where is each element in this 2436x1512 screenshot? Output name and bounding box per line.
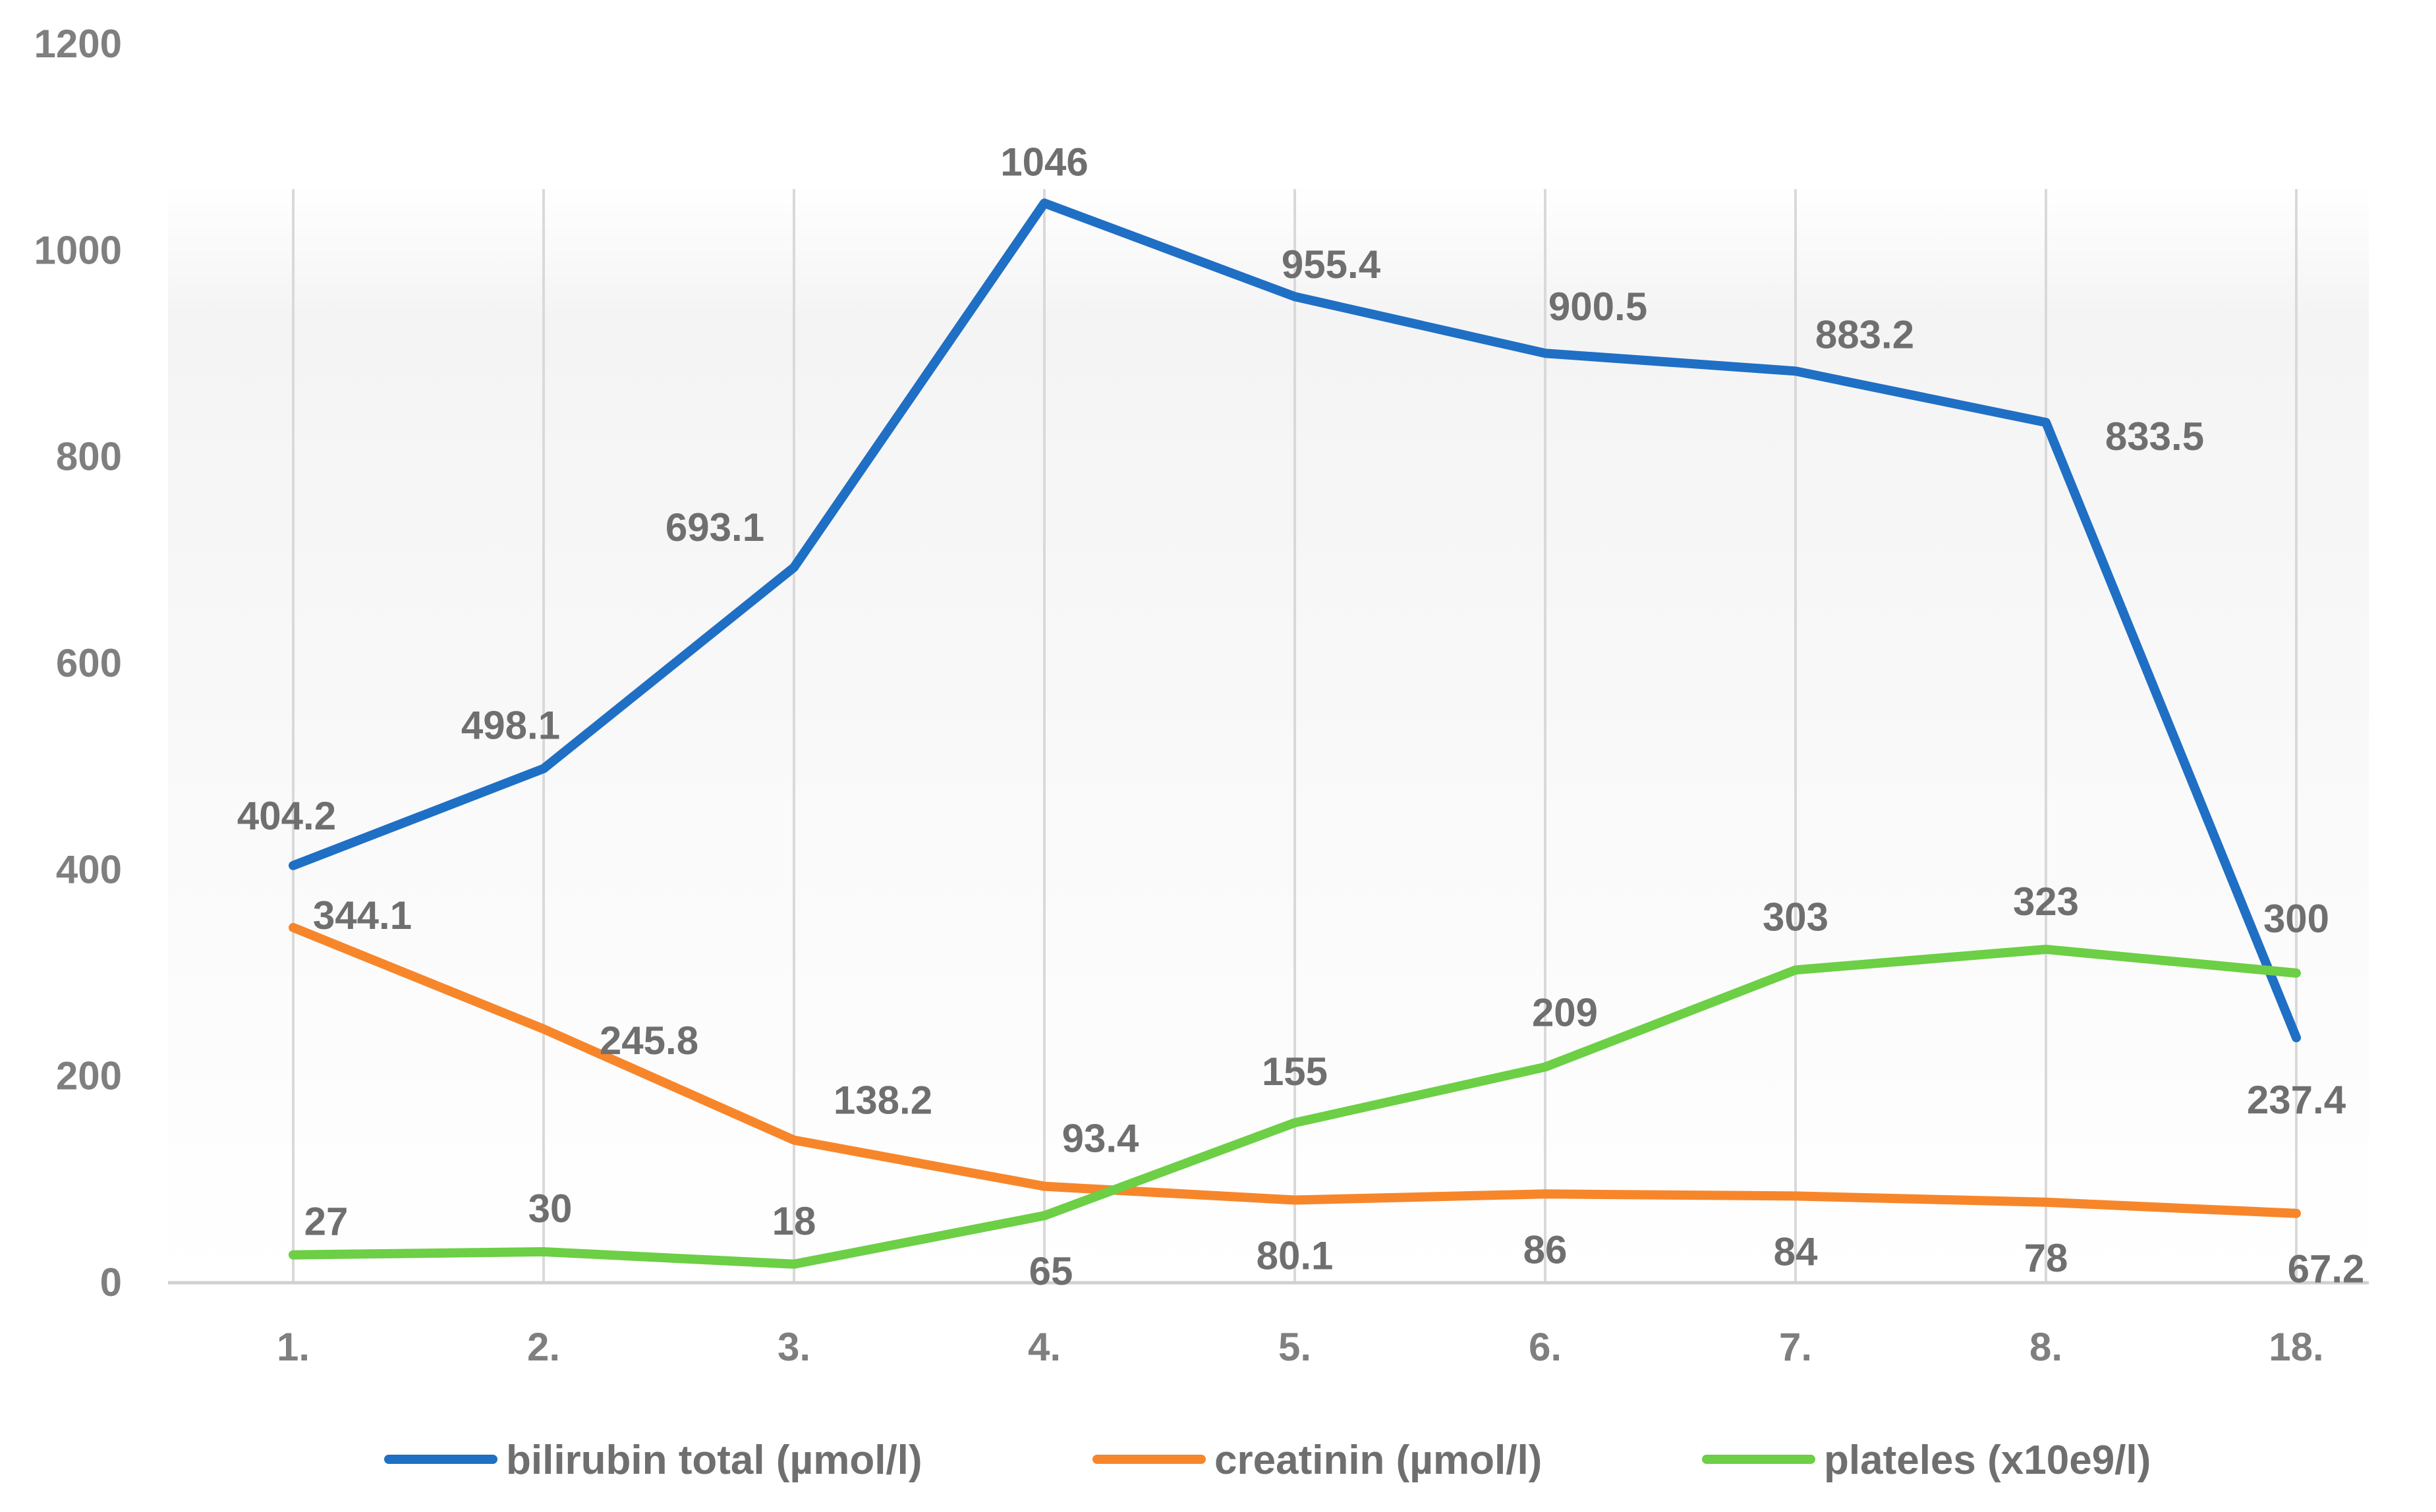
x-tick-label: 1. [277, 1325, 310, 1369]
data-label: 300 [2263, 897, 2329, 941]
data-label: 80.1 [1257, 1234, 1334, 1278]
series-line [289, 922, 2301, 1218]
data-label: 303 [1763, 895, 1828, 939]
data-label: 86 [1523, 1227, 1568, 1272]
data-label: 498.1 [461, 704, 560, 748]
data-label: 1046 [1000, 140, 1088, 184]
legend-label: creatinin (µmol/l) [1214, 1438, 1542, 1483]
series-line [289, 944, 2301, 1269]
data-label: 18 [772, 1199, 816, 1243]
data-label: 78 [2024, 1236, 2068, 1280]
data-label: 237.4 [2247, 1078, 2346, 1122]
data-label: 883.2 [1815, 312, 1914, 356]
data-label: 693.1 [666, 505, 764, 549]
legend-label: bilirubin total (µmol/l) [506, 1438, 922, 1483]
data-label: 344.1 [313, 893, 412, 938]
axes: 0 200 400 600 800 1000 1200 1. 2. 3. 4. 5. 6. 7. 8. 18. [34, 22, 2369, 1369]
y-tick-label: 600 [56, 641, 122, 685]
x-tick-label: 5. [1278, 1325, 1311, 1369]
data-label: 404.2 [237, 794, 336, 838]
x-tick-label: 4. [1028, 1325, 1061, 1369]
x-tick-label: 18. [2269, 1325, 2323, 1369]
series-lines [289, 198, 2301, 1269]
data-label: 155 [1262, 1050, 1328, 1094]
data-label: 30 [528, 1187, 573, 1231]
data-label: 245.8 [600, 1019, 698, 1063]
data-label: 900.5 [1548, 285, 1647, 329]
data-label: 833.5 [2105, 414, 2204, 459]
y-tick-label: 200 [56, 1054, 122, 1098]
data-label: 67.2 [2288, 1247, 2365, 1291]
data-labels: 404.2 498.1 693.1 1046 955.4 900.5 883.2 833.5 2… [237, 140, 2364, 1293]
y-tick-label: 1000 [34, 228, 122, 272]
data-label: 323 [2013, 880, 2079, 924]
data-label: 955.4 [1282, 242, 1381, 287]
plot-background [168, 184, 2369, 1288]
y-tick-label: 800 [56, 435, 122, 479]
grid-lines [292, 189, 2298, 1283]
x-tick-label: 6. [1529, 1325, 1562, 1369]
legend: bilirubin total (µmol/l) creatinin (µmol/… [384, 1438, 2151, 1483]
x-tick-label: 7. [1779, 1325, 1812, 1369]
data-label: 65 [1029, 1249, 1073, 1293]
data-label: 209 [1532, 991, 1598, 1035]
x-tick-label: 8. [2029, 1325, 2062, 1369]
data-label: 93.4 [1062, 1117, 1139, 1161]
legend-label: plateles (x10e9/l) [1824, 1438, 2151, 1483]
y-tick-label: 1200 [34, 22, 122, 66]
x-tick-label: 3. [778, 1325, 810, 1369]
data-label: 138.2 [834, 1078, 932, 1122]
y-tick-label: 0 [100, 1260, 122, 1304]
series-line [289, 198, 2301, 1043]
data-label: 27 [304, 1200, 349, 1244]
y-tick-label: 400 [56, 847, 122, 891]
data-label: 84 [1774, 1229, 1818, 1274]
x-tick-label: 2. [527, 1325, 560, 1369]
